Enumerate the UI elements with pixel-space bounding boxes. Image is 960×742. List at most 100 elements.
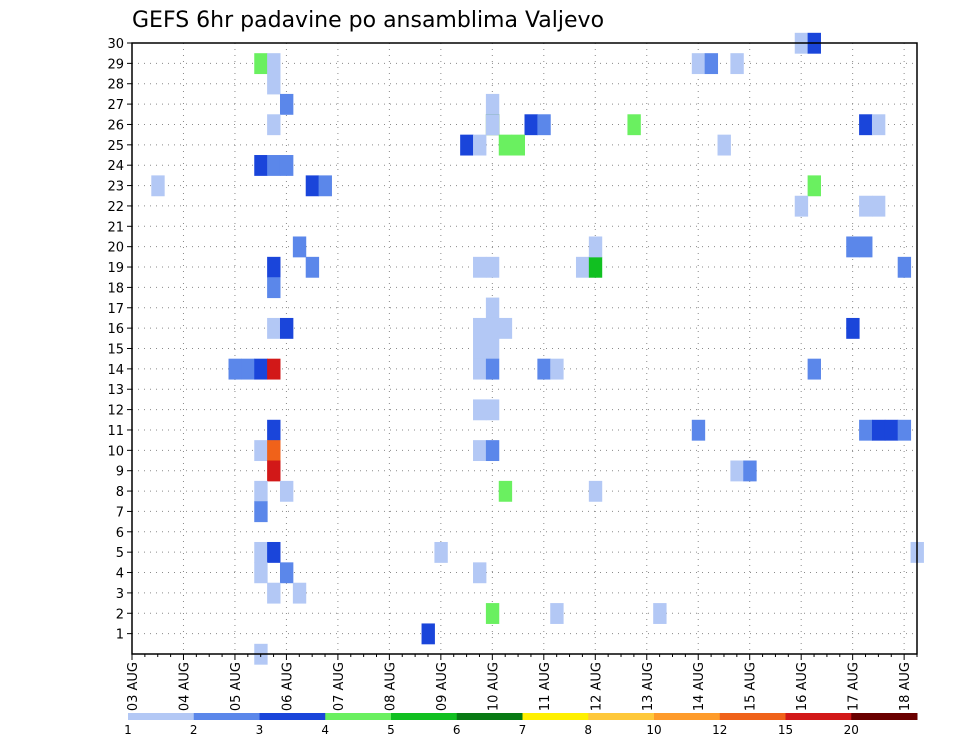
heatmap-cell [588,480,603,502]
heatmap-cell [485,256,500,278]
y-tick-label: 8 [116,485,124,500]
heatmap-cell [859,114,873,136]
colorbar-label: 3 [256,723,264,737]
x-tick-label: 18 AUG [898,662,913,711]
y-tick-label: 28 [107,78,124,93]
heatmap-cell [485,603,500,624]
heatmap-cell [279,480,294,502]
heatmap-cell [305,175,320,197]
y-tick-label: 4 [116,567,124,582]
x-tick-label: 09 AUG [435,662,450,711]
heatmap-cell [730,460,744,482]
colorbar-label: 20 [844,723,859,737]
y-tick-label: 14 [107,363,124,378]
colorbar-segment [391,713,458,720]
heatmap-cell [691,53,706,75]
heatmap-cell [575,256,590,278]
heatmap-cell [485,114,500,136]
x-tick-label: 06 AUG [280,662,295,711]
x-tick-label: 04 AUG [177,662,192,711]
x-tick-labels: 03 AUG 04 AUG 05 AUG 06 AUG 07 AUG 08 AUG 09 A… [126,654,918,711]
colorbar-segment [456,713,523,720]
colorbar-label: 10 [646,723,661,737]
heatmap-cell [743,460,757,482]
heatmap-cell [460,134,474,156]
heatmap-cell [267,256,281,278]
heatmap-cell [305,256,320,278]
heatmap-cell [485,358,500,380]
y-tick-labels: 1234567891011121314151617181920212223242… [107,37,132,643]
chart-title: GEFS 6hr padavine po ansamblima Valjevo [132,8,604,33]
colorbar-segment [522,713,589,720]
heatmap-cell [434,541,448,563]
heatmap-cell [859,419,873,441]
heatmap-cell [859,236,873,258]
colorbar-label: 7 [519,723,527,737]
heatmap-cell [267,155,281,176]
heatmap-cell [421,623,435,645]
y-tick-label: 25 [107,139,124,154]
heatmap-cell [794,195,809,217]
y-tick-label: 19 [107,261,124,276]
heatmap-cell [267,541,281,563]
heatmap-cell [884,419,899,441]
heatmap-cell [241,358,255,380]
heatmap-cell [704,53,719,75]
heatmap-cell [254,358,268,380]
y-tick-label: 18 [107,281,124,296]
x-tick-label: 13 AUG [641,662,656,711]
colorbar-segment [851,713,918,720]
y-tick-label: 2 [116,607,124,622]
heatmap-cell [485,297,500,319]
heatmap-cell [267,317,281,339]
heatmap-cell [807,175,821,197]
heatmap-cell [871,195,886,217]
heatmap-cell [267,460,281,482]
colorbar-segment [785,713,852,720]
colorbar-segment [193,713,260,720]
y-tick-label: 17 [107,302,124,317]
heatmap-cell [653,603,667,624]
heatmap-cell [498,134,513,156]
colorbar: 1 2 3 4 5 6 7 8 10 12 15 20 [124,713,918,737]
y-tick-label: 21 [107,220,124,235]
x-tick-label: 05 AUG [229,662,244,711]
heatmap-cell [254,155,268,176]
heatmap-cell [550,358,564,380]
heatmap-cell [588,256,603,278]
heatmap-cell [846,317,860,339]
x-tick-label: 15 AUG [744,662,759,711]
heatmap-cell [292,582,307,604]
y-tick-label: 24 [107,159,124,174]
heatmap-cell [254,440,268,462]
heatmap-cell [254,541,268,563]
y-tick-label: 3 [116,587,124,602]
colorbar-segment [325,713,392,720]
y-tick-label: 12 [107,404,124,419]
heatmap-cell [151,175,165,197]
heatmap-cell [807,358,821,380]
heatmap-cell [524,114,538,136]
colorbar-label: 8 [584,723,592,737]
y-tick-label: 23 [107,180,124,195]
y-tick-label: 10 [107,444,124,459]
x-tick-label: 07 AUG [332,662,347,711]
colorbar-label: 1 [124,723,132,737]
heatmap-cell [254,562,268,584]
heatmap-cell [267,582,281,604]
y-tick-label: 22 [107,200,124,215]
heatmap-cell [473,440,487,462]
heatmap-cell [267,53,281,75]
heatmap-cell [254,53,268,75]
colorbar-label: 5 [387,723,395,737]
heatmap-cell [473,134,487,156]
y-tick-label: 26 [107,118,124,133]
heatmap-cell [498,317,513,339]
heatmap-cell [627,114,641,136]
heatmap-cell [485,93,500,115]
heatmap-cell [267,73,281,95]
colorbar-label: 15 [778,723,793,737]
heatmap-cell [717,134,731,156]
heatmap-cell [473,358,487,380]
